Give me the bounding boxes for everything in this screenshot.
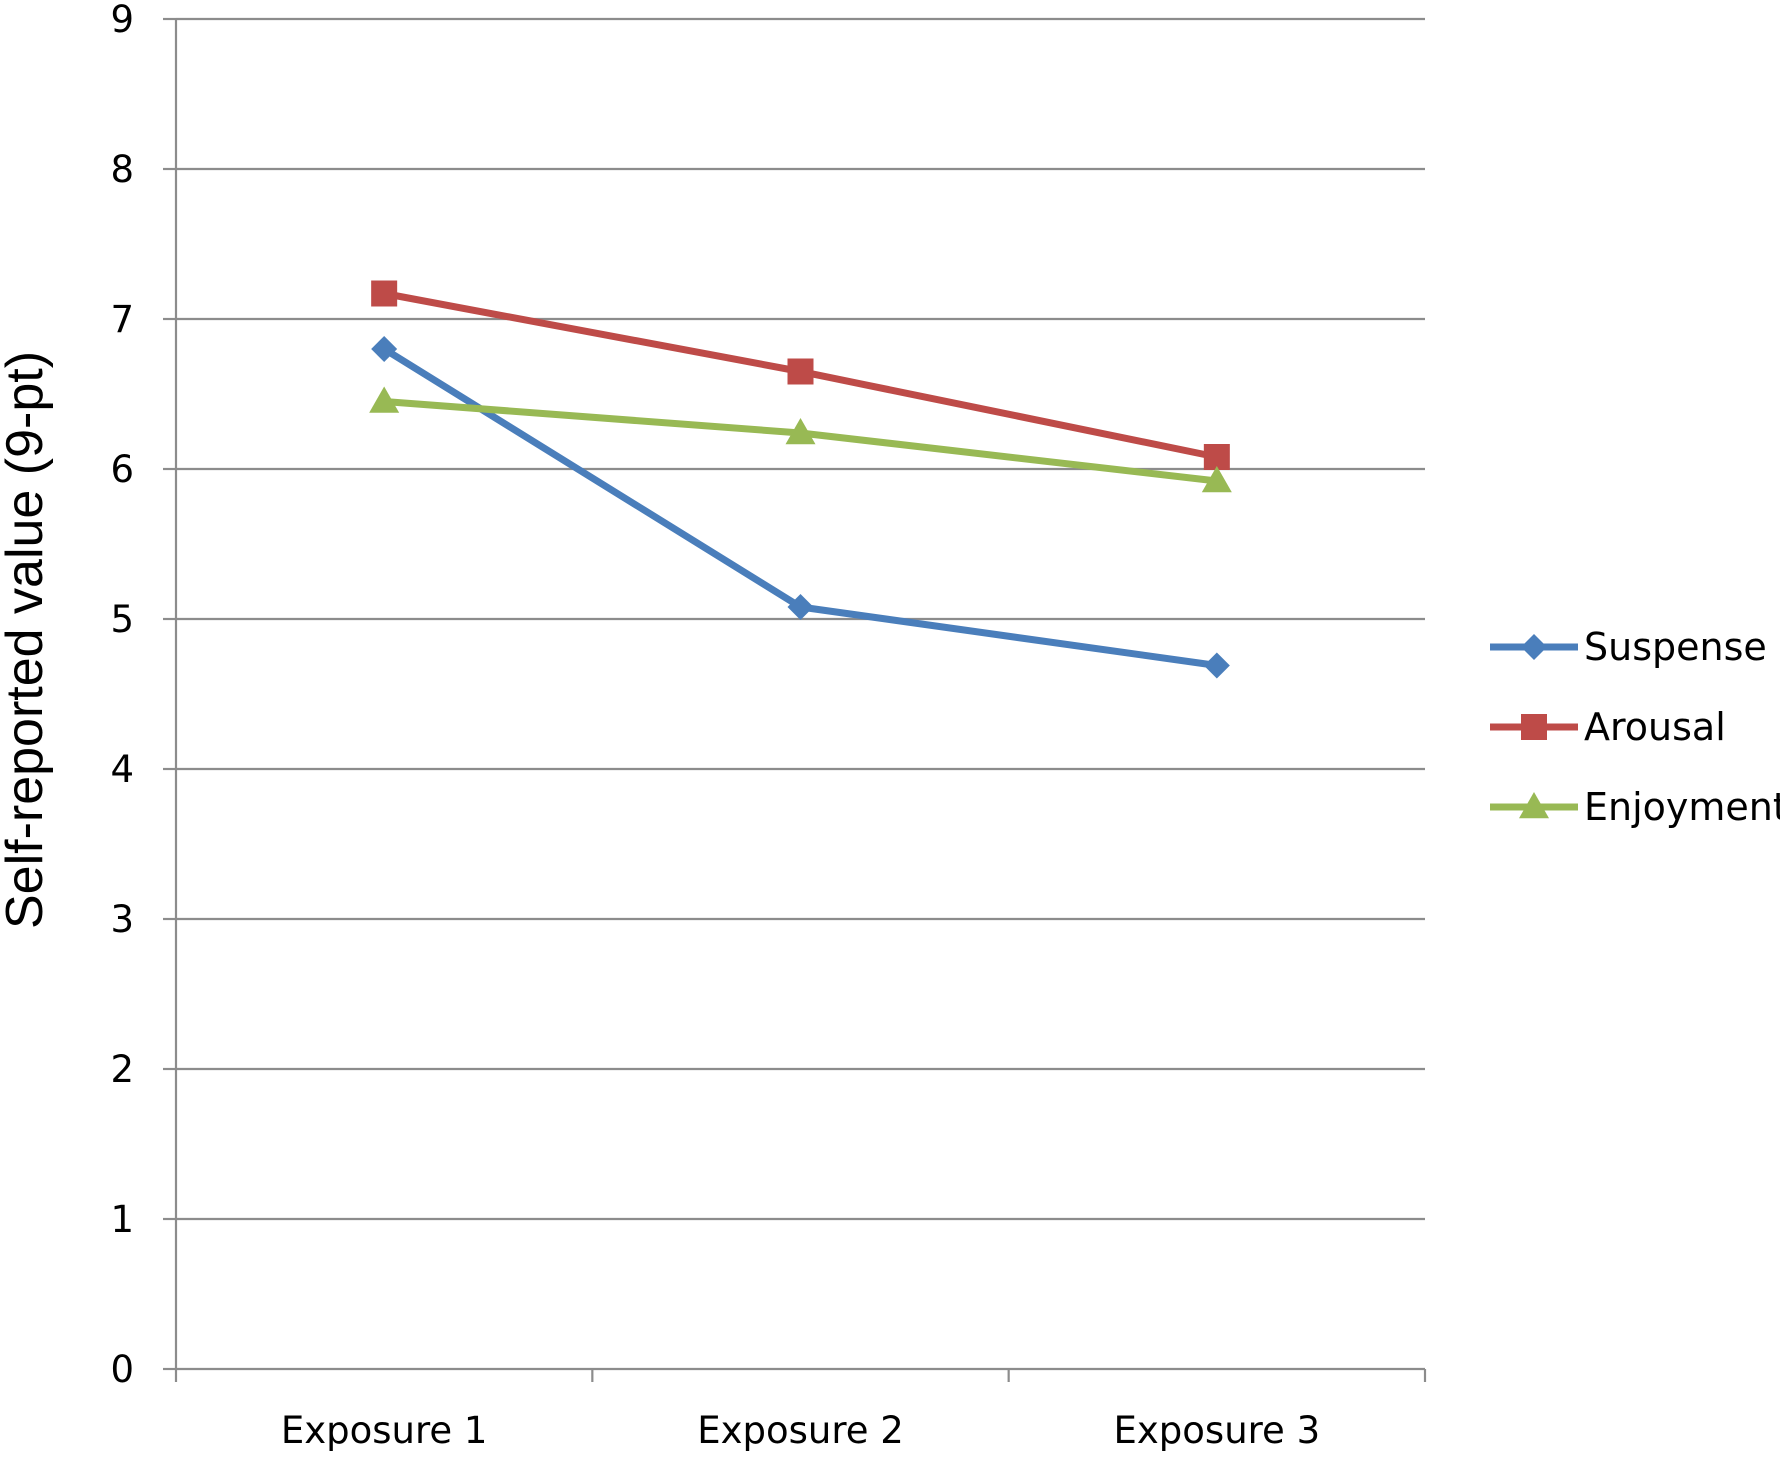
legend-label-enjoyment: Enjoyment: [1584, 785, 1780, 829]
data-point-enjoyment-3: [1201, 466, 1232, 493]
y-tick-label-1: 1: [110, 1198, 134, 1241]
legend: Suspense Arousal Enjoyment: [1490, 625, 1780, 829]
legend-label-suspense: Suspense: [1584, 625, 1767, 669]
data-point-enjoyment-1: [369, 386, 400, 413]
legend-item-suspense: Suspense: [1490, 625, 1767, 669]
x-tick-label-2: Exposure 2: [697, 1409, 904, 1452]
legend-label-arousal: Arousal: [1584, 705, 1726, 749]
legend-marker-arousal: [1521, 714, 1547, 740]
legend-marker-suspense: [1521, 634, 1547, 660]
data-point-arousal-3: [1203, 444, 1230, 470]
y-tick-label-2: 2: [110, 1048, 134, 1091]
y-tick-label-4: 4: [110, 748, 134, 791]
y-tick-label-6: 6: [110, 448, 134, 491]
data-point-suspense-3: [1203, 652, 1230, 679]
data-point-suspense-1: [371, 336, 398, 362]
y-tick-label-5: 5: [110, 598, 134, 641]
axes: [163, 17, 1427, 1382]
legend-marker-enjoyment: [1519, 792, 1549, 819]
data-point-arousal-2: [787, 358, 814, 385]
x-tick-labels: Exposure 1 Exposure 2 Exposure 3: [281, 1409, 1320, 1452]
y-tick-label-3: 3: [110, 898, 134, 941]
legend-item-arousal: Arousal: [1490, 705, 1726, 749]
y-tick-labels: 0 1 2 3 4 5 6 7 8 9: [110, 0, 134, 1391]
y-tick-label-0: 0: [110, 1348, 134, 1391]
legend-item-enjoyment: Enjoyment: [1490, 785, 1780, 829]
y-axis-title: Self-reported value (9-pt): [0, 351, 54, 929]
data-point-suspense-2: [787, 594, 814, 620]
series-enjoyment: [369, 386, 1232, 493]
data-point-arousal-1: [371, 280, 398, 307]
y-tick-label-9: 9: [110, 0, 134, 41]
y-tick-label-7: 7: [110, 298, 134, 341]
y-tick-label-8: 8: [110, 148, 134, 191]
series-suspense: [371, 336, 1230, 679]
x-tick-label-1: Exposure 1: [281, 1409, 488, 1452]
data-point-enjoyment-2: [785, 418, 816, 445]
series-arousal: [371, 280, 1230, 470]
series: [369, 280, 1232, 679]
x-tick-label-3: Exposure 3: [1114, 1409, 1321, 1452]
